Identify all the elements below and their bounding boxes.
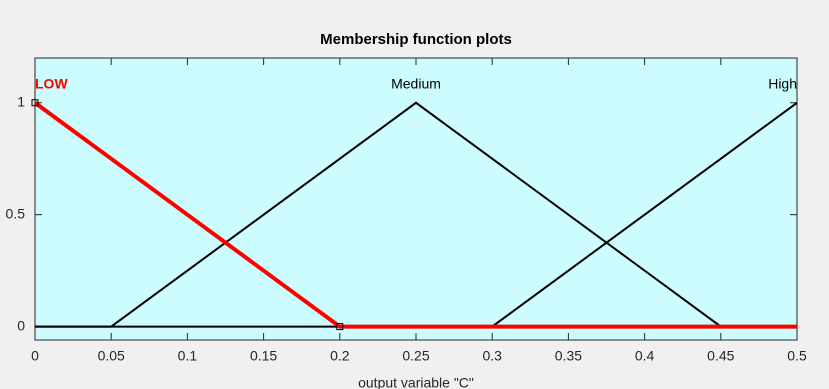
y-tick-label: 1 xyxy=(17,93,25,109)
x-tick-label: 0.4 xyxy=(635,348,655,364)
vertex-marker xyxy=(31,99,39,107)
x-tick-label: 0 xyxy=(31,348,39,364)
y-tick-label: 0.5 xyxy=(6,205,26,221)
series-label: LOW xyxy=(35,75,68,91)
x-tick-label: 0.2 xyxy=(330,348,350,364)
series-label: High xyxy=(768,75,797,91)
x-tick-label: 0.5 xyxy=(787,348,807,364)
x-tick-label: 0.35 xyxy=(555,348,582,364)
vertex-marker xyxy=(336,323,344,331)
series-label: Medium xyxy=(391,75,441,91)
x-axis-label: output variable "C" xyxy=(358,375,474,389)
x-tick-label: 0.1 xyxy=(178,348,198,364)
x-tick-label: 0.45 xyxy=(707,348,734,364)
x-tick-label: 0.3 xyxy=(482,348,502,364)
x-tick-label: 0.25 xyxy=(402,348,429,364)
plot-area xyxy=(34,57,798,341)
chart-title: Membership function plots xyxy=(320,31,512,48)
x-tick-label: 0.05 xyxy=(98,348,125,364)
membership-line xyxy=(33,101,797,329)
y-tick-label: 0 xyxy=(17,317,25,333)
x-tick-label: 0.15 xyxy=(250,348,277,364)
